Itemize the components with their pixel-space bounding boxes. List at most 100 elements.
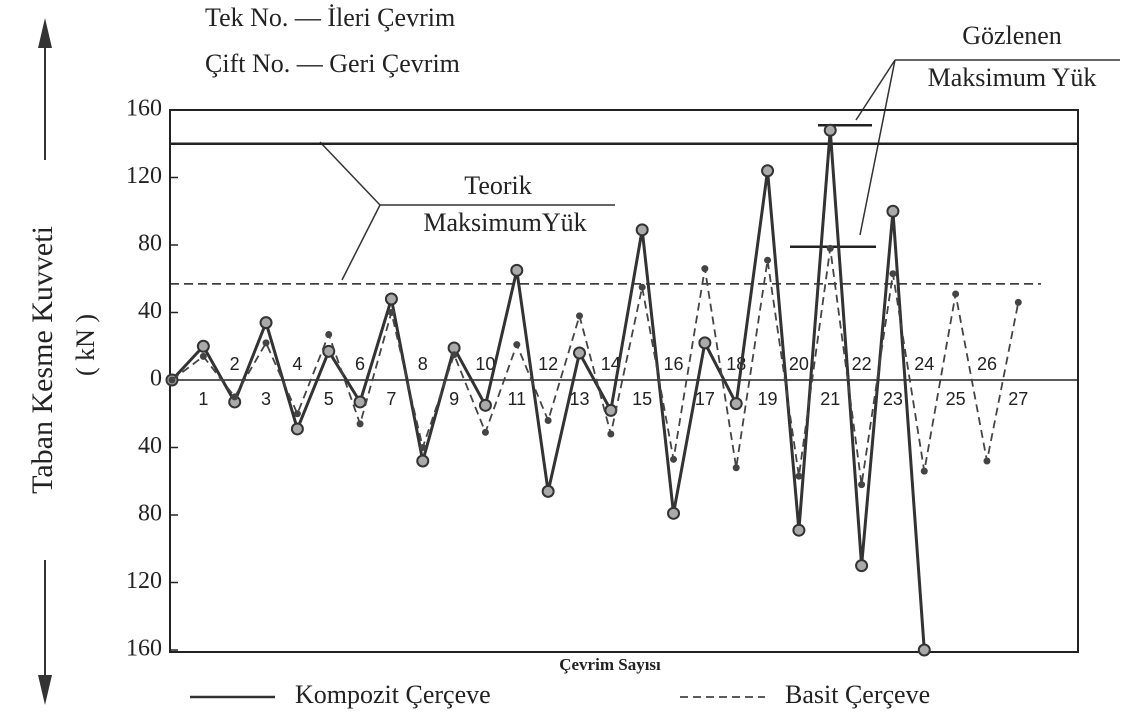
data-point bbox=[353, 395, 367, 409]
arrow-head bbox=[38, 18, 52, 48]
data-point bbox=[855, 559, 869, 573]
y-tick-label: 160 bbox=[126, 636, 162, 662]
data-point bbox=[572, 346, 586, 360]
x-axis-label: Çevrim Sayısı bbox=[559, 655, 661, 674]
data-point bbox=[764, 256, 772, 264]
data-point bbox=[761, 164, 775, 178]
data-point bbox=[450, 351, 458, 359]
annotation-arrow bbox=[341, 204, 381, 281]
annotation: Gözlenen bbox=[962, 21, 1062, 50]
data-point bbox=[293, 410, 301, 418]
data-point bbox=[262, 339, 270, 347]
y-tick-label: 160 bbox=[126, 96, 162, 122]
data-point bbox=[290, 422, 304, 436]
data-point bbox=[701, 265, 709, 273]
annotation: MaksimumYük bbox=[423, 208, 586, 237]
data-point bbox=[575, 312, 583, 320]
x-tick-label: 24 bbox=[914, 354, 934, 374]
x-tick-label: 22 bbox=[852, 354, 872, 374]
data-point bbox=[983, 457, 991, 465]
data-point bbox=[231, 393, 239, 401]
y-tick-label: 40 bbox=[138, 433, 162, 459]
data-point bbox=[792, 523, 806, 537]
x-tick-label: 3 bbox=[261, 389, 271, 409]
data-point bbox=[635, 223, 649, 237]
data-point bbox=[510, 263, 524, 277]
label-bg bbox=[25, 160, 67, 560]
data-point bbox=[732, 464, 740, 472]
x-tick-label: 27 bbox=[1008, 389, 1028, 409]
x-tick-label: 9 bbox=[449, 389, 459, 409]
x-tick-label: 16 bbox=[664, 354, 684, 374]
data-point bbox=[478, 398, 492, 412]
arrow-head bbox=[38, 675, 52, 705]
x-tick-label: 1 bbox=[198, 389, 208, 409]
legend-label: Kompozit Çerçeve bbox=[295, 680, 491, 709]
data-point bbox=[168, 376, 176, 384]
y-tick-label: 80 bbox=[138, 231, 162, 257]
data-point bbox=[826, 244, 834, 252]
data-point bbox=[823, 123, 837, 137]
x-tick-label: 8 bbox=[418, 354, 428, 374]
data-point bbox=[513, 341, 521, 349]
x-tick-label: 21 bbox=[820, 389, 840, 409]
series-line bbox=[171, 248, 1020, 485]
data-point bbox=[667, 506, 681, 520]
data-point bbox=[670, 455, 678, 463]
data-point bbox=[604, 403, 618, 417]
legend-label: Basit Çerçeve bbox=[785, 680, 930, 709]
data-point bbox=[698, 336, 712, 350]
x-tick-label: 2 bbox=[230, 354, 240, 374]
x-tick-label: 14 bbox=[601, 354, 621, 374]
x-tick-label: 12 bbox=[538, 354, 558, 374]
x-tick-label: 25 bbox=[946, 389, 966, 409]
data-point bbox=[920, 467, 928, 475]
data-point bbox=[544, 417, 552, 424]
x-tick-label: 6 bbox=[355, 354, 365, 374]
x-tick-label: 7 bbox=[386, 389, 396, 409]
legend-note: Çift No. — Geri Çevrim bbox=[205, 49, 460, 78]
legend-note: Tek No. — İleri Çevrim bbox=[205, 3, 455, 32]
data-point bbox=[607, 430, 615, 438]
data-point bbox=[356, 420, 364, 428]
x-tick-label: 11 bbox=[507, 389, 526, 409]
annotation: Maksimum Yük bbox=[928, 63, 1097, 92]
data-point bbox=[322, 344, 336, 358]
data-point bbox=[325, 330, 333, 338]
data-point bbox=[638, 283, 646, 291]
y-tick-label: 120 bbox=[126, 163, 162, 189]
y-tick-label: 80 bbox=[138, 501, 162, 527]
y-tick-label: 120 bbox=[126, 568, 162, 594]
x-tick-label: 26 bbox=[977, 354, 997, 374]
data-point bbox=[886, 204, 900, 218]
x-tick-label: 20 bbox=[789, 354, 809, 374]
y-tick-label: 0 bbox=[150, 366, 162, 392]
y-unit: ( kN ) bbox=[71, 314, 100, 376]
data-point bbox=[199, 352, 207, 360]
y-axis-label: Taban Kesme Kuvveti bbox=[26, 226, 59, 494]
plot-frame bbox=[169, 109, 1079, 653]
data-point bbox=[481, 428, 489, 436]
annotation-arrow bbox=[319, 141, 381, 206]
data-point bbox=[419, 444, 427, 451]
x-tick-label: 15 bbox=[632, 389, 652, 409]
data-point bbox=[917, 643, 931, 657]
x-tick-label: 10 bbox=[475, 354, 495, 374]
data-point bbox=[952, 290, 960, 298]
data-point bbox=[1014, 298, 1022, 306]
data-point bbox=[729, 397, 743, 411]
data-point bbox=[795, 472, 803, 480]
data-point bbox=[889, 270, 897, 278]
data-point bbox=[387, 309, 395, 316]
data-point bbox=[541, 484, 555, 498]
x-tick-label: 4 bbox=[292, 354, 302, 374]
x-tick-label: 5 bbox=[324, 389, 334, 409]
data-point bbox=[196, 339, 210, 353]
x-tick-label: 13 bbox=[569, 389, 589, 409]
x-tick-label: 23 bbox=[883, 389, 903, 409]
data-point bbox=[384, 292, 398, 306]
annotation: Teorik bbox=[464, 171, 532, 200]
data-point bbox=[858, 481, 866, 489]
x-tick-label: 17 bbox=[695, 389, 715, 409]
